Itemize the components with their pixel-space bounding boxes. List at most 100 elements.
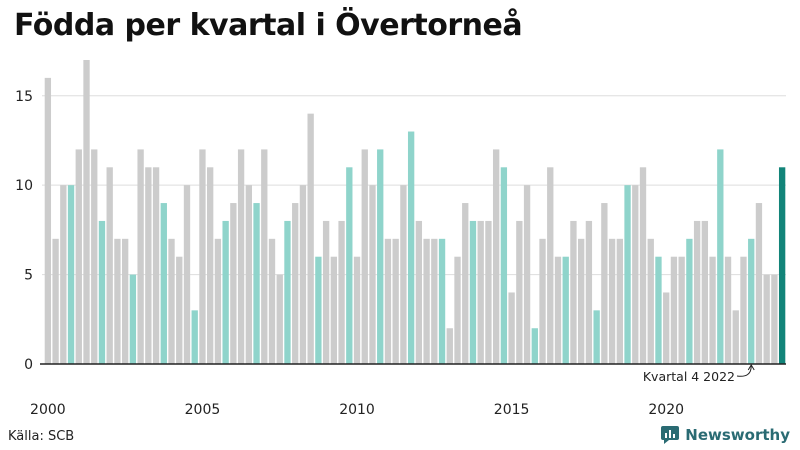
bar bbox=[585, 220, 593, 364]
bar bbox=[322, 220, 330, 364]
bar bbox=[261, 149, 268, 364]
bar bbox=[330, 256, 338, 364]
bar bbox=[578, 238, 585, 364]
bar bbox=[539, 238, 546, 364]
bar bbox=[52, 238, 59, 364]
bar bbox=[214, 238, 222, 364]
bar bbox=[400, 185, 407, 364]
bar bbox=[632, 185, 639, 364]
bar bbox=[670, 256, 678, 364]
bar bbox=[485, 220, 492, 364]
bar bbox=[462, 203, 469, 364]
bar bbox=[431, 238, 438, 364]
bar bbox=[75, 149, 82, 364]
bar bbox=[176, 256, 183, 364]
bar bbox=[477, 220, 484, 364]
bar bbox=[500, 167, 508, 364]
bar bbox=[407, 131, 415, 364]
annotation-arrow bbox=[736, 365, 752, 377]
bar bbox=[60, 185, 67, 364]
bar bbox=[601, 203, 608, 364]
chart-title: Födda per kvartal i Övertorneå bbox=[14, 8, 523, 43]
bar bbox=[415, 220, 423, 364]
bar bbox=[152, 167, 160, 364]
bar bbox=[740, 256, 747, 364]
bar bbox=[276, 274, 283, 364]
bar bbox=[121, 238, 129, 364]
bar bbox=[763, 274, 770, 364]
bar bbox=[570, 220, 577, 364]
bar bbox=[701, 220, 709, 364]
bar bbox=[98, 220, 106, 364]
source-label: Källa: SCB bbox=[8, 429, 75, 444]
bar bbox=[83, 60, 90, 364]
bar bbox=[693, 220, 701, 364]
bar bbox=[137, 149, 144, 364]
bar bbox=[616, 238, 623, 364]
bar bbox=[268, 238, 276, 364]
bar bbox=[771, 274, 778, 364]
bar bbox=[647, 238, 654, 364]
bar bbox=[199, 149, 206, 364]
y-tick-label: 5 bbox=[24, 268, 33, 284]
bar bbox=[207, 167, 214, 364]
bar bbox=[748, 238, 755, 364]
x-tick-label: 2010 bbox=[339, 402, 375, 418]
newsworthy-icon bbox=[661, 426, 680, 444]
bar bbox=[315, 256, 322, 364]
bar bbox=[299, 185, 307, 364]
x-tick-label: 2005 bbox=[185, 402, 221, 418]
annotation-label: Kvartal 4 2022 bbox=[643, 369, 735, 384]
bar bbox=[191, 310, 198, 364]
bar bbox=[516, 220, 523, 364]
annotation-arrowhead bbox=[747, 364, 755, 371]
bar bbox=[438, 238, 446, 364]
bar bbox=[44, 77, 52, 364]
bar bbox=[732, 310, 739, 364]
bar bbox=[284, 220, 291, 364]
bar bbox=[663, 292, 670, 364]
bar-chart: 0 5 10 15 2000 2005 2010 2015 2020 Kvartal 4 2022 bbox=[15, 60, 786, 418]
bar bbox=[639, 167, 647, 364]
bar bbox=[709, 256, 716, 364]
bar bbox=[446, 328, 453, 364]
bar bbox=[346, 167, 353, 364]
bar bbox=[222, 220, 229, 364]
bar bbox=[245, 185, 252, 364]
bar bbox=[778, 167, 786, 364]
bar bbox=[655, 256, 662, 364]
bar bbox=[593, 310, 600, 364]
bar bbox=[547, 167, 554, 364]
x-tick-label: 2020 bbox=[648, 402, 684, 418]
bar bbox=[454, 256, 461, 364]
bar bbox=[292, 203, 299, 364]
bar bbox=[129, 274, 137, 364]
bar bbox=[531, 328, 538, 364]
bar bbox=[114, 238, 121, 364]
bar bbox=[145, 167, 152, 364]
bar bbox=[237, 149, 245, 364]
bar bbox=[523, 185, 531, 364]
bar bbox=[492, 149, 500, 364]
bar bbox=[160, 203, 167, 364]
bar bbox=[423, 238, 430, 364]
bar bbox=[67, 185, 75, 364]
y-tick-label: 0 bbox=[24, 357, 33, 373]
bar bbox=[678, 256, 685, 364]
brand-name: Newsworthy bbox=[685, 426, 790, 444]
bar bbox=[307, 113, 314, 364]
bar bbox=[91, 149, 98, 364]
bar bbox=[183, 185, 191, 364]
y-tick-label: 10 bbox=[15, 178, 33, 194]
bar bbox=[253, 203, 260, 364]
bar bbox=[106, 167, 113, 364]
bar bbox=[508, 292, 515, 364]
bar bbox=[168, 238, 175, 364]
bar bbox=[755, 203, 763, 364]
x-tick-label: 2015 bbox=[494, 402, 530, 418]
x-tick-label: 2000 bbox=[30, 402, 66, 418]
brand-logo: Newsworthy bbox=[660, 425, 790, 445]
bar bbox=[361, 149, 368, 364]
bar bbox=[469, 220, 477, 364]
y-tick-label: 15 bbox=[15, 89, 33, 105]
